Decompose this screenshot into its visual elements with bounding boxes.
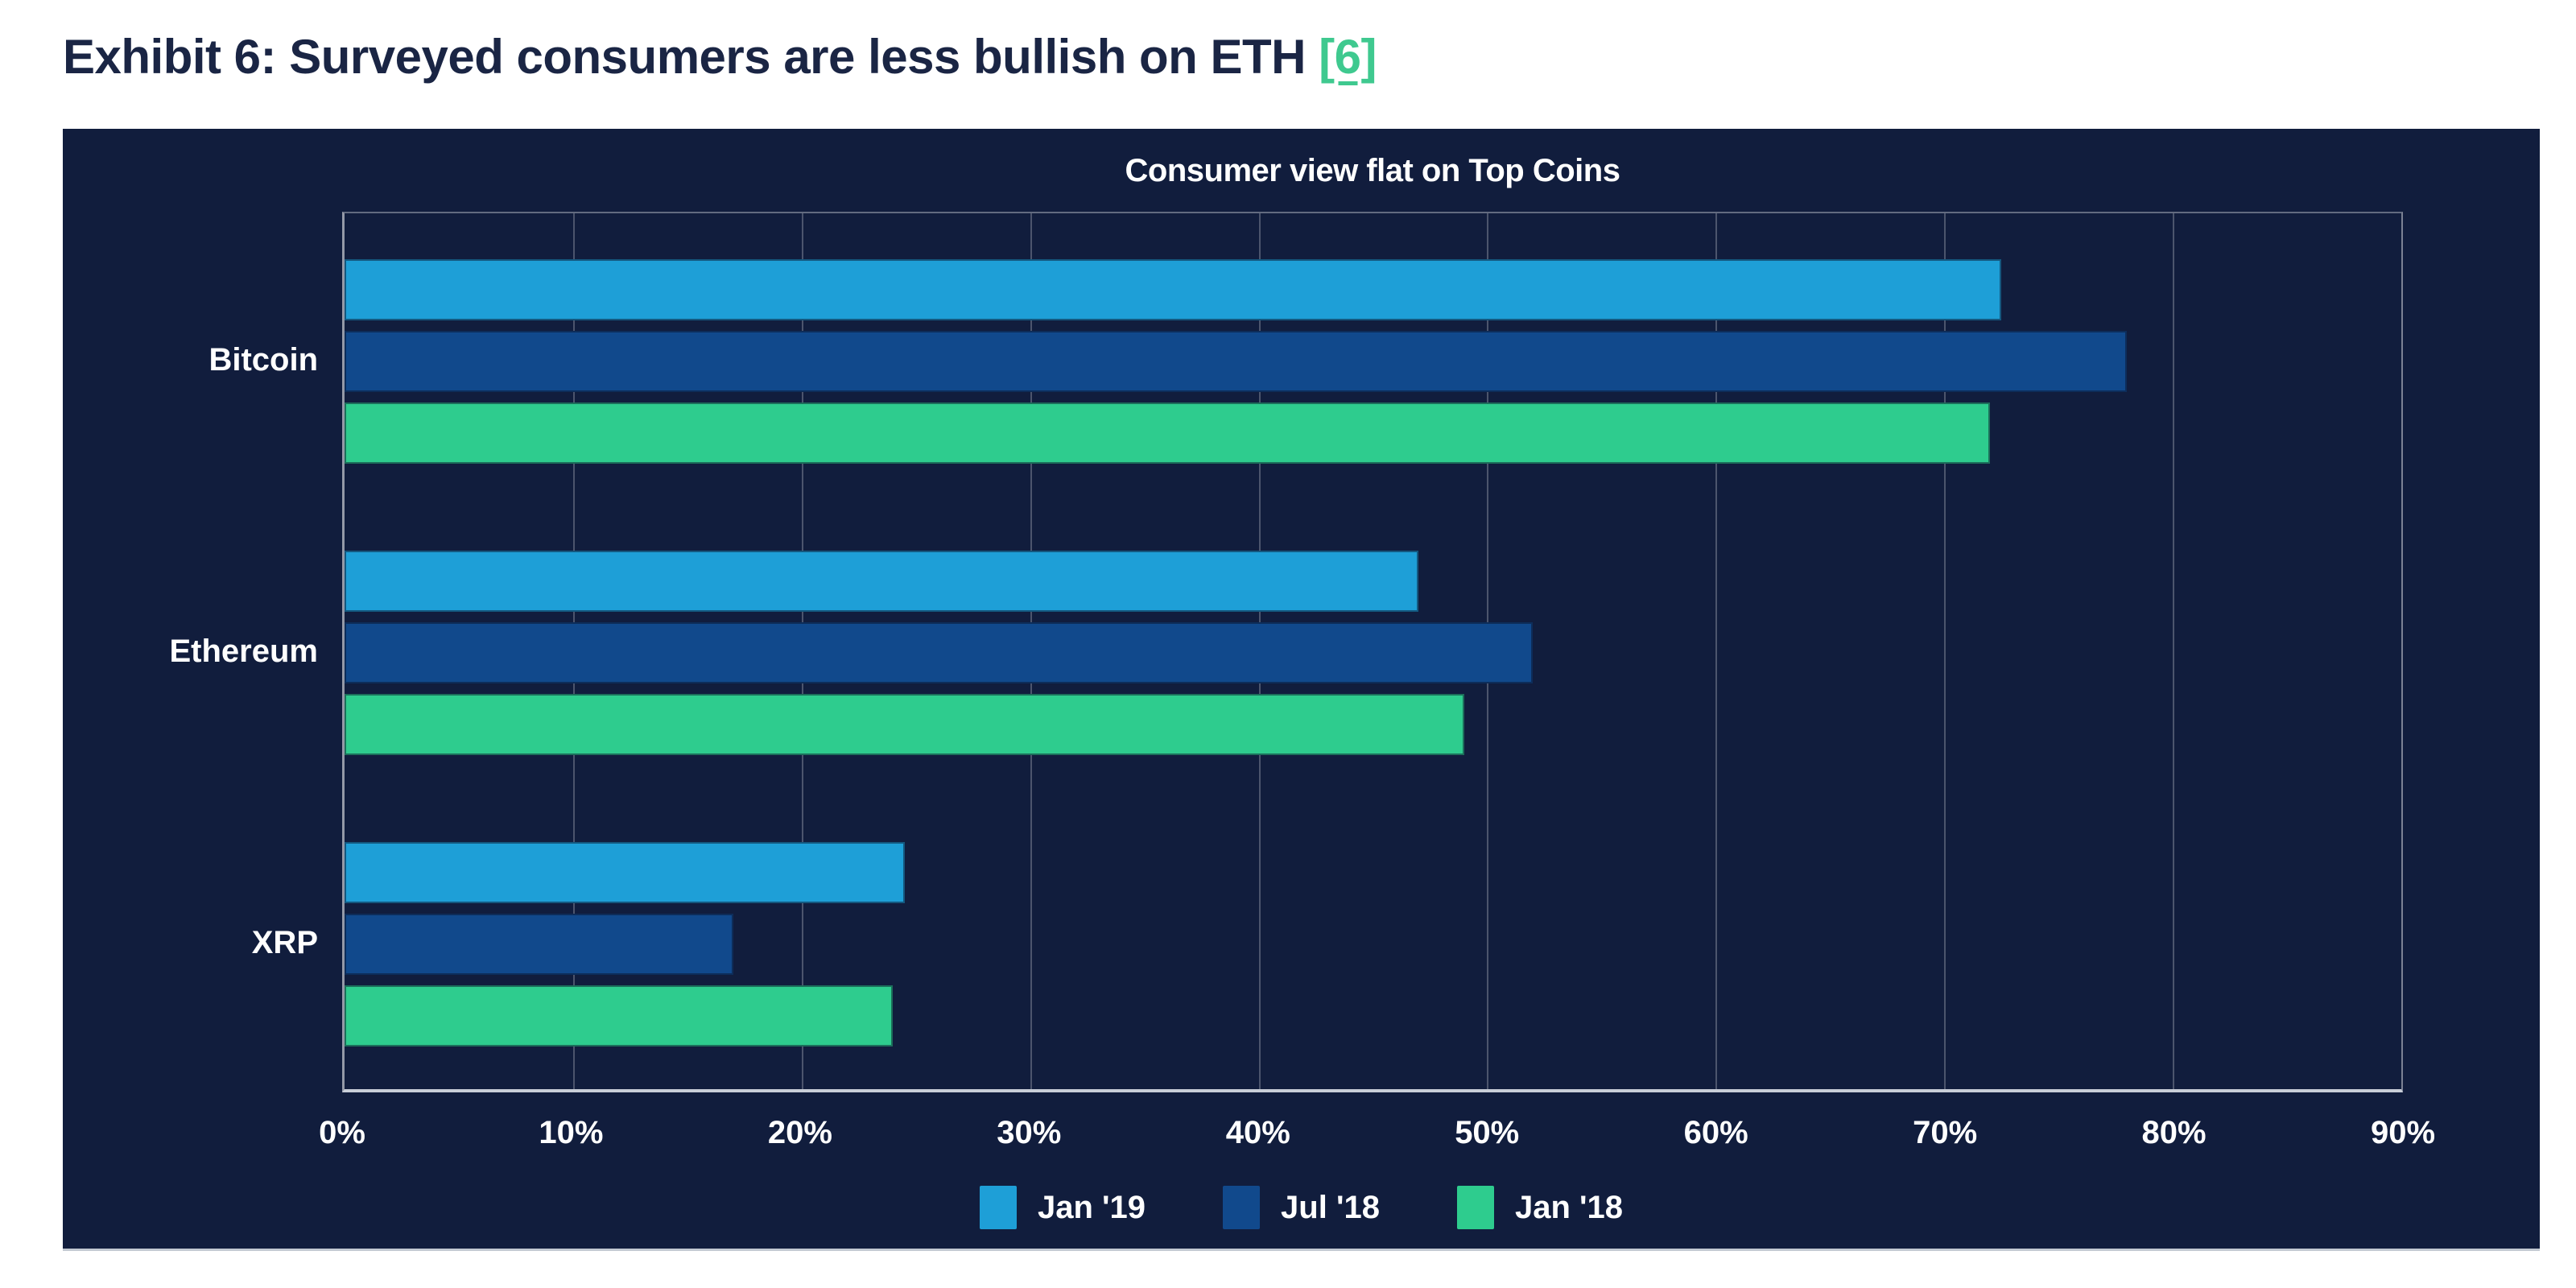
exhibit-title-text: Exhibit 6: Surveyed consumers are less b… <box>63 30 1307 84</box>
x-tick-70: 70% <box>1913 1115 1978 1150</box>
legend-swatch-jul-18 <box>1223 1186 1261 1229</box>
category-label-bitcoin: Bitcoin <box>208 341 318 378</box>
bar-bitcoin-jul-18 <box>345 331 2128 392</box>
x-tick-50: 50% <box>1455 1115 1520 1150</box>
bar-group-ethereum <box>345 551 2401 755</box>
gridline-70 <box>1944 213 1946 1089</box>
bar-groups <box>345 213 2401 1089</box>
legend-item-jan-19: Jan '19 <box>979 1186 1146 1229</box>
bar-ethereum-jan-18 <box>345 694 1465 755</box>
x-axis-labels: 0% 10% 20% 30% 40% 50% 60% 70% 80% 90% <box>319 1115 2435 1163</box>
chart-panel: Consumer view flat on Top Coins Bitcoin E… <box>63 129 2540 1251</box>
x-tick-10: 10% <box>539 1115 604 1150</box>
legend: Jan '19 Jul '18 Jan '18 <box>63 1186 2540 1229</box>
x-tick-0: 0% <box>319 1115 365 1150</box>
legend-label-jan-18: Jan '18 <box>1514 1189 1623 1225</box>
legend-swatch-jan-19 <box>979 1186 1017 1229</box>
bar-bitcoin-jan-18 <box>345 402 1990 464</box>
x-tick-40: 40% <box>1225 1115 1290 1150</box>
bar-group-bitcoin <box>345 259 2401 464</box>
bar-xrp-jan-19 <box>345 842 905 903</box>
legend-label-jul-18: Jul '18 <box>1281 1189 1380 1225</box>
x-tick-90: 90% <box>2370 1115 2436 1150</box>
legend-swatch-jan-18 <box>1456 1186 1494 1229</box>
x-tick-20: 20% <box>767 1115 832 1150</box>
x-tick-30: 30% <box>997 1115 1062 1150</box>
bar-ethereum-jan-19 <box>345 551 1419 612</box>
bar-xrp-jul-18 <box>345 914 733 975</box>
reference-link[interactable]: [6] <box>1319 30 1377 84</box>
category-label-ethereum: Ethereum <box>169 633 319 669</box>
legend-item-jan-18: Jan '18 <box>1456 1186 1623 1229</box>
chart-title: Consumer view flat on Top Coins <box>1125 153 1620 188</box>
bar-xrp-jan-18 <box>345 985 894 1046</box>
bar-bitcoin-jan-19 <box>345 259 2002 320</box>
gridline-60 <box>1715 213 1718 1089</box>
bar-group-xrp <box>345 842 2401 1046</box>
category-label-xrp: XRP <box>251 924 318 960</box>
x-tick-80: 80% <box>2141 1115 2207 1150</box>
plot-area <box>342 212 2403 1092</box>
exhibit-title: Exhibit 6: Surveyed consumers are less b… <box>63 29 1377 85</box>
legend-label-jan-19: Jan '19 <box>1037 1189 1146 1225</box>
legend-item-jul-18: Jul '18 <box>1223 1186 1380 1229</box>
bar-ethereum-jul-18 <box>345 622 1534 683</box>
y-axis-labels: Bitcoin Ethereum XRP <box>63 212 319 1092</box>
x-tick-60: 60% <box>1683 1115 1748 1150</box>
gridline-80 <box>2173 213 2175 1089</box>
